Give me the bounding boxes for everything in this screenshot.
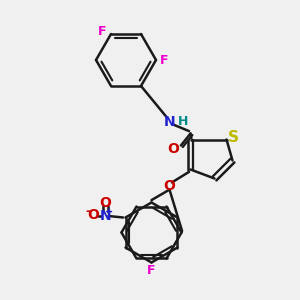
Text: -: - (85, 205, 91, 218)
Text: O: O (87, 208, 99, 222)
Text: N: N (164, 115, 175, 128)
Text: O: O (167, 142, 179, 156)
Text: F: F (147, 264, 156, 278)
Text: F: F (160, 53, 169, 67)
Text: O: O (164, 179, 175, 193)
Text: F: F (98, 25, 107, 38)
Text: H: H (178, 115, 188, 128)
Text: O: O (100, 196, 111, 210)
Text: +: + (105, 207, 113, 217)
Text: N: N (100, 209, 111, 223)
Text: S: S (228, 130, 238, 146)
